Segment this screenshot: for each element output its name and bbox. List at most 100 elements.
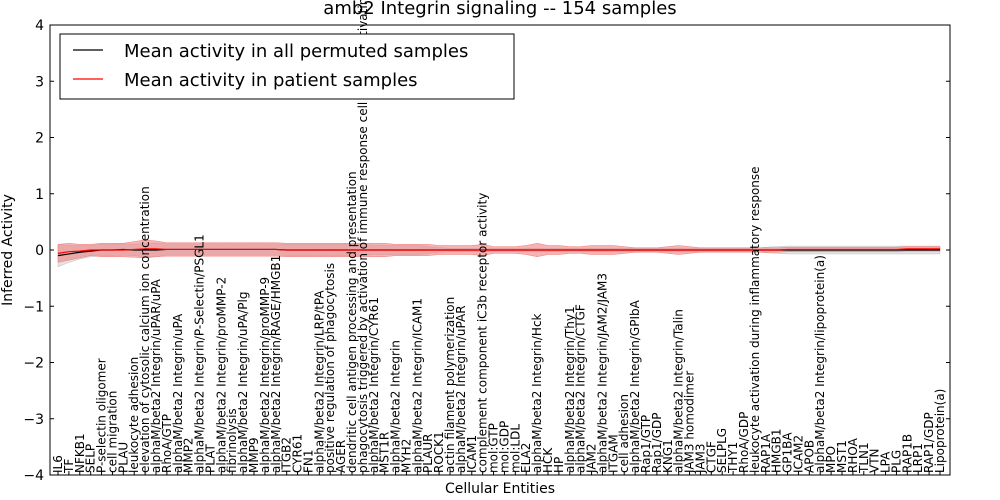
x-tick-label: APOB — [802, 440, 816, 473]
x-tick-label: AGER — [334, 440, 348, 473]
legend-label-patient: Mean activity in patient samples — [124, 70, 418, 91]
x-tick-label: MST1 — [835, 440, 849, 473]
x-tick-label: RAP1/GDP — [922, 412, 936, 473]
x-tick-label: cell adhesion — [617, 394, 631, 473]
x-tick-label: RAP1B — [900, 434, 914, 473]
x-tick-label: dendritic cell antigen processing and pr… — [345, 171, 359, 473]
x-tick-label: alphaM/beta2 Integrin/proMMP-9 — [258, 277, 272, 473]
x-tick-label: LPA — [879, 451, 893, 473]
x-tick-label: IL6 — [51, 455, 65, 473]
x-tick-label: alphaM/beta2 Integrin/Talin — [672, 309, 686, 473]
x-tick-label: THY1 — [726, 442, 740, 474]
x-tick-label: alphaM/beta2 Integrin/lipoprotein(a) — [813, 255, 827, 473]
x-tick-label: alphaM/beta2 Integrin/RAGE/HMGB1 — [269, 255, 283, 473]
x-tick-label: ICAM1 — [465, 435, 479, 473]
x-tick-label: MST1R — [378, 432, 392, 473]
series-line-patient — [57, 248, 940, 254]
x-tick-label: phagocytosis triggered by activation of … — [356, 0, 370, 473]
x-tick-label: cell migration — [105, 391, 119, 473]
x-tick-label: MMP9 — [247, 437, 261, 473]
x-tick-label: SELP — [84, 444, 98, 473]
x-tick-label: positive regulation of phagocytosis — [323, 263, 337, 473]
x-tick-label: fibrinolysis — [225, 408, 239, 473]
x-tick-label: PLAU — [116, 442, 130, 473]
x-tick-label: CYR61 — [291, 434, 305, 473]
x-tick-label: alphaM/beta2 Integrin/JAM2/JAM3 — [595, 273, 609, 473]
x-tick-label: PLAUR — [421, 433, 435, 473]
x-tick-label: FN1 — [301, 449, 315, 473]
x-tick-label: alphaM/beta2 Integrin/uPA — [171, 313, 185, 473]
x-tick-label: Rap1/GTP — [639, 415, 653, 473]
x-tick-label: PLG — [889, 450, 903, 473]
chart-title: amb2 Integrin signaling -- 154 samples — [323, 0, 676, 19]
x-tick-label: alphaM/beta2 Integrin/CTGF — [574, 304, 588, 473]
x-tick-label: mol:GDP — [497, 421, 511, 473]
x-tick-label: alphaM/beta2 Integrin/Hck — [530, 313, 544, 473]
x-tick-label: leukocyte activation during inflammatory… — [748, 166, 762, 473]
y-axis-ticks: 4 3 2 1 0 −1 −2 −3 −4 — [23, 18, 950, 484]
x-tick-label: alphaM/beta2 Integrin/ICAM1 — [410, 298, 424, 473]
x-tick-label: ELA2 — [519, 443, 533, 473]
x-tick-label: ROCK1 — [432, 431, 446, 473]
x-tick-label: ICAM2 — [791, 435, 805, 473]
y-tick-label: 1 — [35, 187, 44, 203]
y-tick-label: −4 — [23, 468, 44, 484]
x-tick-label: SELPLG — [715, 428, 729, 473]
x-tick-label: alphaM/beta2 Integrin — [389, 340, 403, 473]
x-tick-label: GP1BA — [781, 432, 795, 473]
x-tick-label: CTGF — [704, 441, 718, 473]
x-tick-label: JAM3 homodimer — [683, 371, 697, 474]
x-tick-label: Rap1/GDP — [650, 413, 664, 474]
x-tick-label: alphaM/beta2 Integrin/uPAR/uPA — [149, 278, 163, 473]
x-tick-label: mol:LDL — [508, 424, 522, 473]
x-tick-label: TF — [62, 459, 76, 474]
confidence-bands — [57, 239, 941, 268]
y-axis-label: Inferred Activity — [0, 194, 16, 306]
x-tick-label: RHOA — [846, 437, 860, 473]
x-tick-label: LRP1 — [911, 443, 925, 473]
x-tick-label: RhoA/GDP — [737, 412, 751, 473]
x-tick-label: VTN — [868, 448, 882, 473]
x-tick-label: JAM2 — [585, 443, 599, 474]
plot-frame — [49, 24, 951, 476]
x-tick-label: alphaM/beta2 Integrin/uPAR — [454, 305, 468, 473]
x-tick-label: MMP2 — [182, 437, 196, 473]
x-tick-label: HP — [552, 457, 566, 473]
x-tick-label: PLAT — [203, 444, 217, 473]
x-tick-label: HCK — [541, 447, 555, 473]
series-lines — [57, 248, 940, 257]
x-tick-label: actin filament polymerization — [443, 297, 457, 473]
x-tick-label: alphaM/beta2 Integrin/proMMP-2 — [214, 277, 228, 473]
y-tick-label: 4 — [35, 18, 44, 34]
x-tick-label: MYH2 — [399, 439, 413, 473]
y-tick-label: −1 — [23, 299, 44, 315]
x-tick-label: elevation of cytosolic calcium ion conce… — [138, 186, 152, 473]
x-tick-label: alphaM/beta2 Integrin/Thy1 — [563, 306, 577, 473]
x-tick-label: ITGAM — [606, 434, 620, 473]
y-tick-label: 3 — [35, 74, 44, 90]
y-tick-label: 0 — [35, 243, 44, 259]
x-tick-label: alphaM/beta2 Integrin/uPA/Plg — [236, 292, 250, 473]
x-tick-label: alphaM/beta2 Integrin/GPIbA — [628, 299, 642, 473]
x-tick-label: alphaM/beta2 Integrin/LRP/tPA — [312, 290, 326, 473]
x-tick-label: JAM3 — [693, 443, 707, 474]
x-tick-label: P-selectin oligomer — [95, 358, 109, 473]
x-tick-label: TLN1 — [857, 442, 871, 474]
x-tick-label: Lipoprotein(a) — [933, 389, 947, 473]
y-tick-label: −3 — [23, 412, 44, 428]
x-tick-label: KNG1 — [661, 439, 675, 473]
x-axis-label: Cellular Entities — [445, 481, 555, 497]
legend-label-permuted: Mean activity in all permuted samples — [124, 41, 468, 62]
x-tick-label: RhoA/GTP — [160, 414, 174, 473]
y-tick-label: −2 — [23, 356, 44, 372]
x-tick-label: ITGB2 — [280, 437, 294, 473]
x-tick-label: complement component iC3b receptor activ… — [476, 193, 490, 473]
x-tick-label: NFKB1 — [73, 433, 87, 473]
x-tick-label: leukocyte adhesion — [127, 357, 141, 473]
legend: Mean activity in all permuted samples Me… — [59, 33, 515, 100]
band-patient — [57, 239, 941, 263]
x-tick-label: mol:GTP — [487, 423, 501, 473]
x-tick-label: RAP1A — [759, 433, 773, 473]
